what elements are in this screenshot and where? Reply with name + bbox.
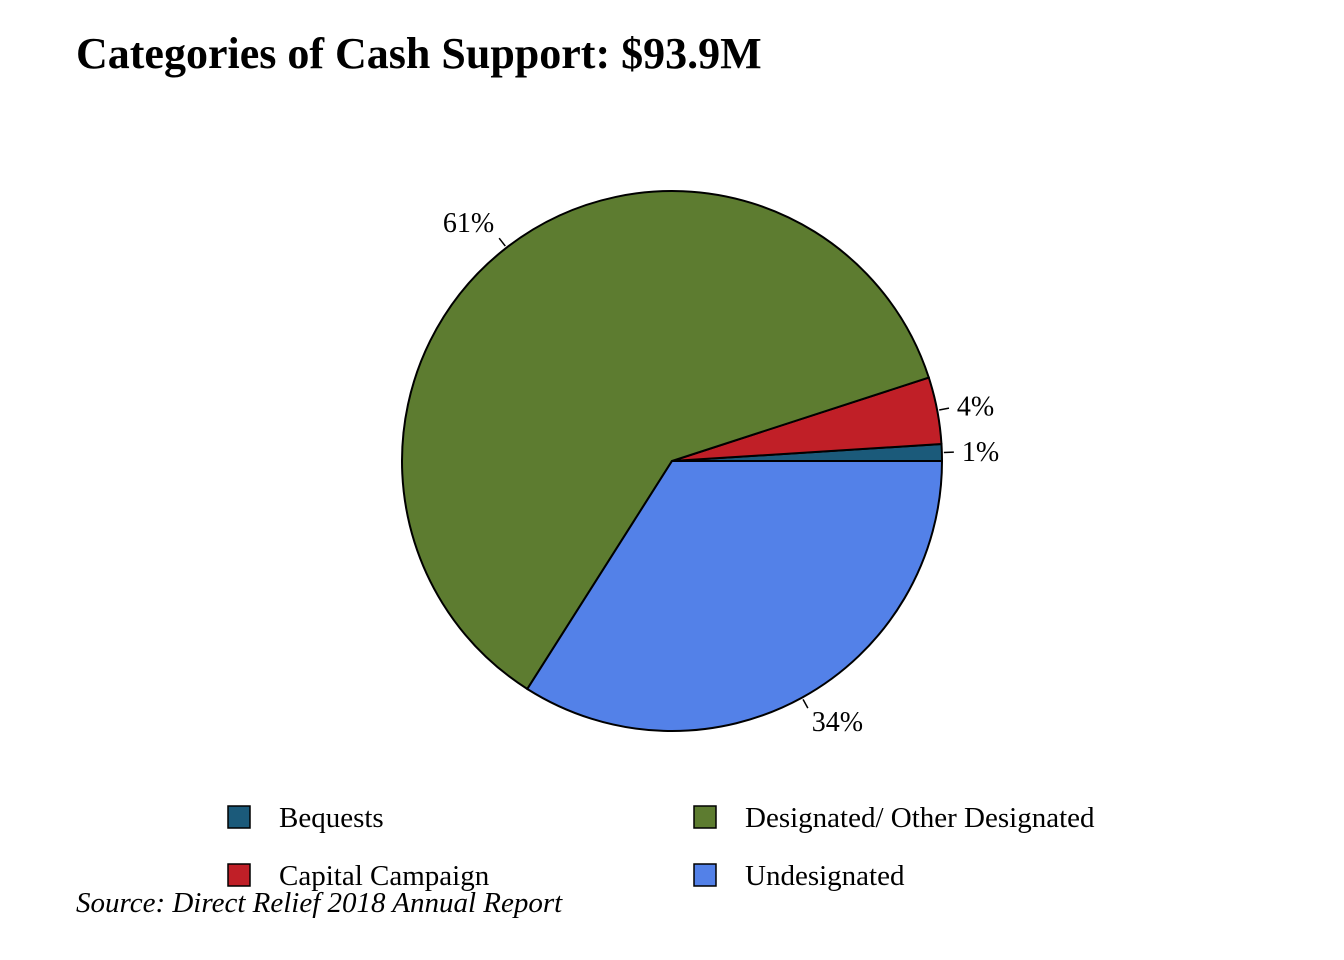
legend-label-capital-campaign: Capital Campaign [279, 860, 490, 892]
slice-label-designated-other-designated: 61% [443, 208, 494, 239]
slice-labels: 1% 4% 61% 34% [443, 208, 999, 738]
legend-swatch-designated-other-designated [693, 805, 717, 829]
chart-source-note: Source: Direct Relief 2018 Annual Report [76, 887, 563, 919]
label-tick-designated-other-designated [498, 237, 506, 247]
slice-label-bequests: 1% [962, 437, 999, 468]
pie-slice-designated-other-designated [401, 190, 931, 691]
label-tick-undesignated [802, 698, 809, 709]
legend-swatch-capital-campaign [227, 863, 251, 887]
chart-title: Categories of Cash Support: $93.9M [76, 29, 762, 78]
slice-label-capital-campaign: 4% [957, 392, 994, 423]
label-tick-capital-campaign [939, 407, 950, 411]
legend: Bequests Designated/ Other Designated Capi… [227, 802, 1095, 892]
pie-slice-undesignated [525, 460, 944, 732]
legend-label-bequests: Bequests [279, 802, 384, 834]
pie-slices [401, 190, 944, 732]
legend-swatch-undesignated [693, 863, 717, 887]
legend-swatch-bequests [227, 805, 251, 829]
legend-label-designated-other-designated: Designated/ Other Designated [745, 802, 1095, 834]
slice-label-undesignated: 34% [812, 707, 863, 738]
legend-label-undesignated: Undesignated [745, 860, 905, 892]
